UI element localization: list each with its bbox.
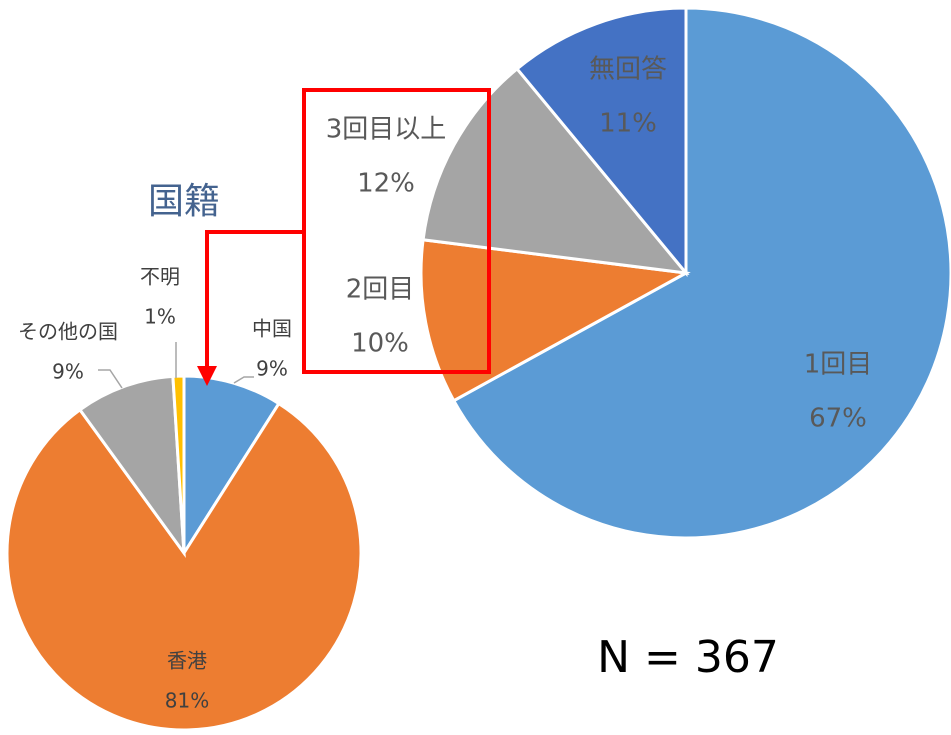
leader-lines xyxy=(98,342,254,389)
leader-line xyxy=(233,376,254,384)
slice-label: 不明 xyxy=(140,265,180,289)
pie-slice xyxy=(182,374,281,559)
leader-line xyxy=(98,369,123,389)
pie-slice xyxy=(171,374,186,554)
sample-size: N = 367 xyxy=(597,632,779,683)
slice-value-label: 12% xyxy=(357,169,415,199)
arrow-line xyxy=(205,230,304,370)
pie-slice xyxy=(514,6,688,278)
small-pie-title: 国籍 xyxy=(148,181,220,222)
pie-slice xyxy=(5,401,363,732)
slice-label: 無回答 xyxy=(589,55,667,85)
pie-slice xyxy=(77,374,186,559)
slice-value-label: 10% xyxy=(351,329,409,359)
pie-slice xyxy=(451,6,951,540)
slice-label: 香港 xyxy=(167,649,207,673)
slice-value-label: 67% xyxy=(809,404,867,434)
slice-label: 中国 xyxy=(252,317,292,341)
slice-value-label: 11% xyxy=(599,109,657,139)
arrow-head xyxy=(197,366,217,386)
slice-value-label: 9% xyxy=(256,357,288,381)
slice-value-label: 9% xyxy=(52,360,84,384)
slice-value-label: 1% xyxy=(144,305,176,329)
slice-label: 2回目 xyxy=(346,275,415,305)
slice-label: その他の国 xyxy=(18,320,118,344)
slice-label: 3回目以上 xyxy=(326,115,447,145)
slice-label: 1回目 xyxy=(804,350,873,380)
slice-value-label: 81% xyxy=(165,689,209,713)
